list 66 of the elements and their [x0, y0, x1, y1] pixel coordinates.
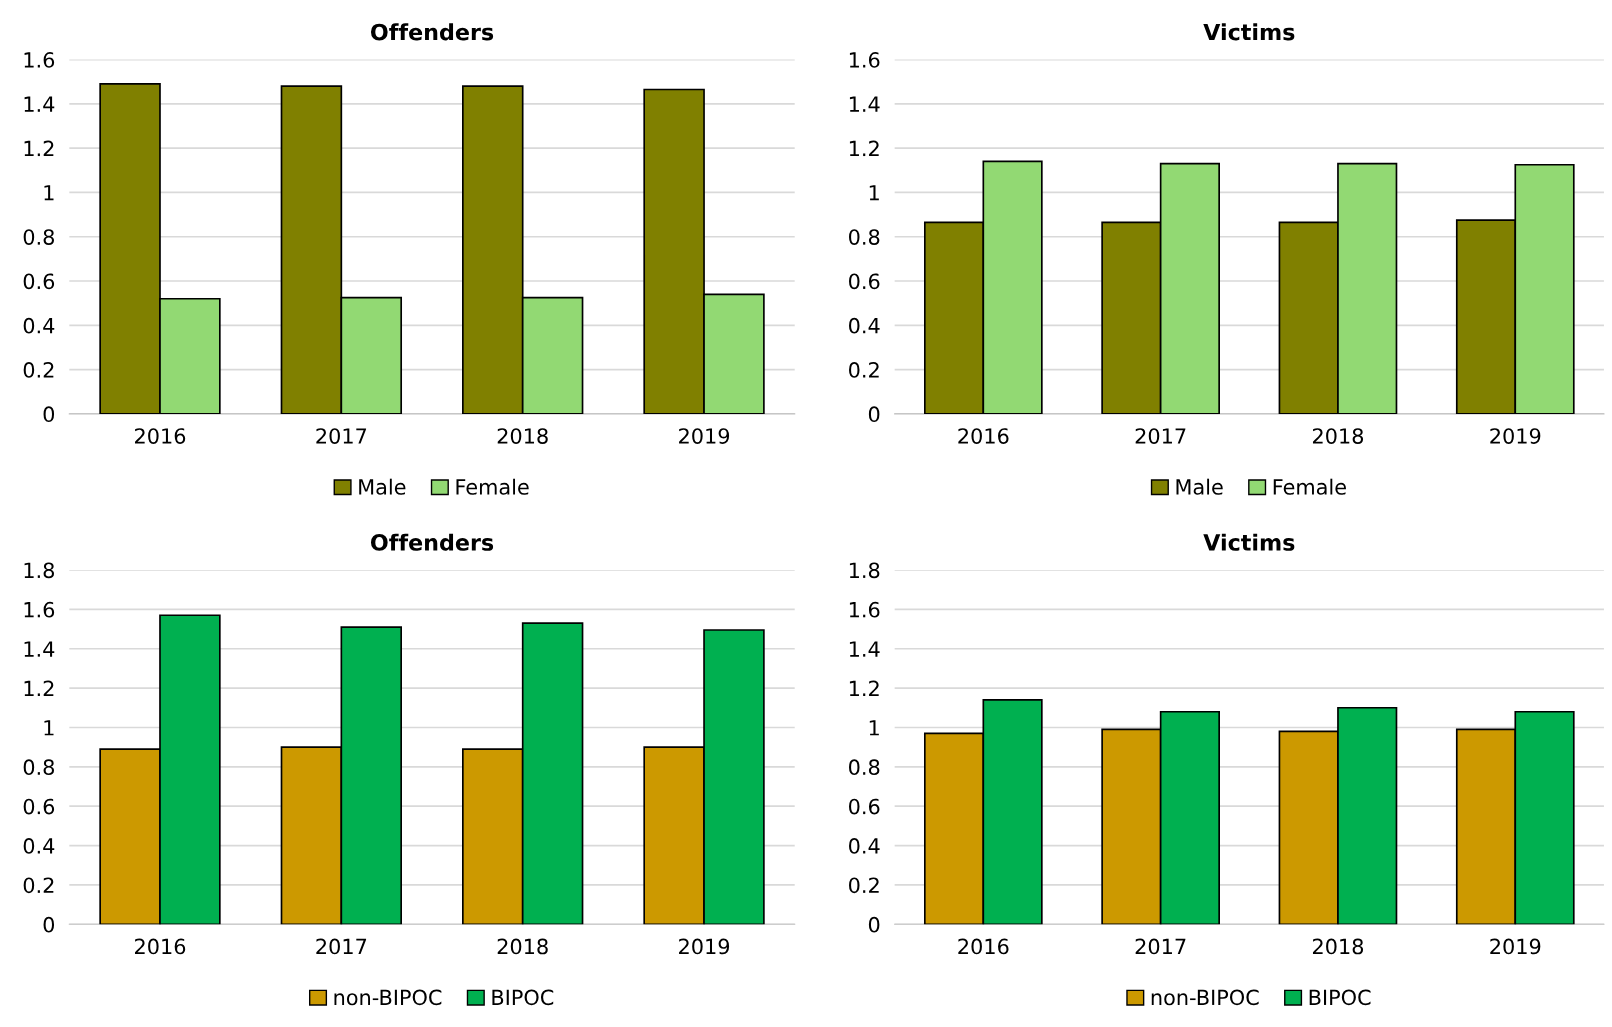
y-tick-label: 0.6 — [23, 273, 55, 290]
x-tick-label: 2016 — [135, 938, 186, 955]
y-tick-label: 1.2 — [849, 680, 879, 697]
y-tick-label: 1.6 — [849, 52, 880, 68]
y-tick-label: 1.6 — [849, 601, 880, 618]
x-tick-label: 2019 — [679, 938, 730, 955]
y-tick-label: 1.4 — [849, 641, 880, 657]
y-tick-label: 0.8 — [23, 229, 54, 245]
y-tick-label: 0.6 — [23, 798, 55, 815]
x-tick-label: 2018 — [1312, 428, 1364, 444]
y-tick-label: 1.6 — [24, 52, 55, 68]
y-tick-label: 0.4 — [23, 317, 55, 334]
y-tick-label: 1 — [869, 185, 879, 201]
y-tick-label: 0.8 — [849, 759, 880, 776]
y-tick-label: 1.2 — [24, 140, 54, 157]
x-tick-label: 2017 — [1135, 428, 1186, 444]
x-tick-label: 2017 — [1135, 938, 1186, 955]
x-tick-label: 2019 — [1490, 428, 1541, 444]
y-tick-label: 1.6 — [24, 601, 55, 618]
y-tick-label: 0.2 — [849, 362, 879, 378]
x-tick-label: 2019 — [679, 428, 730, 444]
x-tick-label: 2018 — [1312, 938, 1364, 955]
y-tick-label: 0.8 — [849, 229, 880, 245]
y-tick-label: 0 — [43, 406, 55, 423]
y-tick-label: 0.6 — [849, 798, 880, 815]
x-tick-label: 2017 — [316, 938, 367, 955]
y-tick-label: 0.4 — [849, 317, 880, 334]
legend-label: Male — [1176, 478, 1223, 495]
y-tick-label: 1.2 — [849, 140, 879, 157]
y-tick-label: 1.4 — [24, 96, 55, 112]
y-tick-label: 0 — [43, 916, 55, 933]
y-tick-label: 1 — [44, 185, 54, 201]
x-tick-label: 2018 — [497, 938, 548, 955]
x-tick-label: 2016 — [958, 938, 1009, 955]
y-tick-label: 0.4 — [849, 838, 880, 854]
legend-label: BIPOC — [1309, 989, 1371, 1006]
x-tick-label: 2016 — [958, 428, 1009, 444]
y-tick-label: 1 — [869, 720, 879, 736]
y-tick-label: 0.6 — [849, 273, 880, 290]
legend-label: Female — [456, 478, 529, 495]
chart-title: Victims — [1203, 533, 1295, 551]
chart-title: Offenders — [370, 23, 494, 41]
y-tick-label: 0.2 — [23, 877, 54, 894]
legend-label: Female — [1273, 478, 1346, 495]
x-tick-label: 2019 — [1490, 938, 1541, 955]
chart-title: Offenders — [370, 533, 494, 551]
legend-label: BIPOC — [492, 989, 554, 1006]
y-tick-label: 0.2 — [849, 877, 879, 894]
x-tick-label: 2018 — [497, 428, 548, 444]
legend-label: non-BIPOC — [334, 989, 442, 1006]
y-tick-label: 0 — [868, 916, 880, 933]
x-tick-label: 2016 — [135, 428, 186, 444]
legend-label: Male — [359, 478, 406, 495]
legend-label: non-BIPOC — [1151, 989, 1259, 1006]
y-tick-label: 1.4 — [849, 96, 880, 112]
y-tick-label: 1 — [44, 720, 54, 736]
y-tick-label: 0 — [868, 406, 880, 423]
y-tick-label: 0.4 — [23, 838, 55, 854]
chart-title: Victims — [1203, 23, 1295, 41]
y-tick-label: 1.8 — [849, 562, 880, 579]
x-tick-label: 2017 — [316, 428, 367, 444]
y-tick-label: 1.2 — [24, 680, 54, 697]
y-tick-label: 1.8 — [24, 562, 54, 579]
y-tick-label: 1.4 — [24, 641, 55, 657]
y-tick-label: 0.2 — [23, 362, 54, 378]
y-tick-label: 0.8 — [23, 759, 54, 776]
